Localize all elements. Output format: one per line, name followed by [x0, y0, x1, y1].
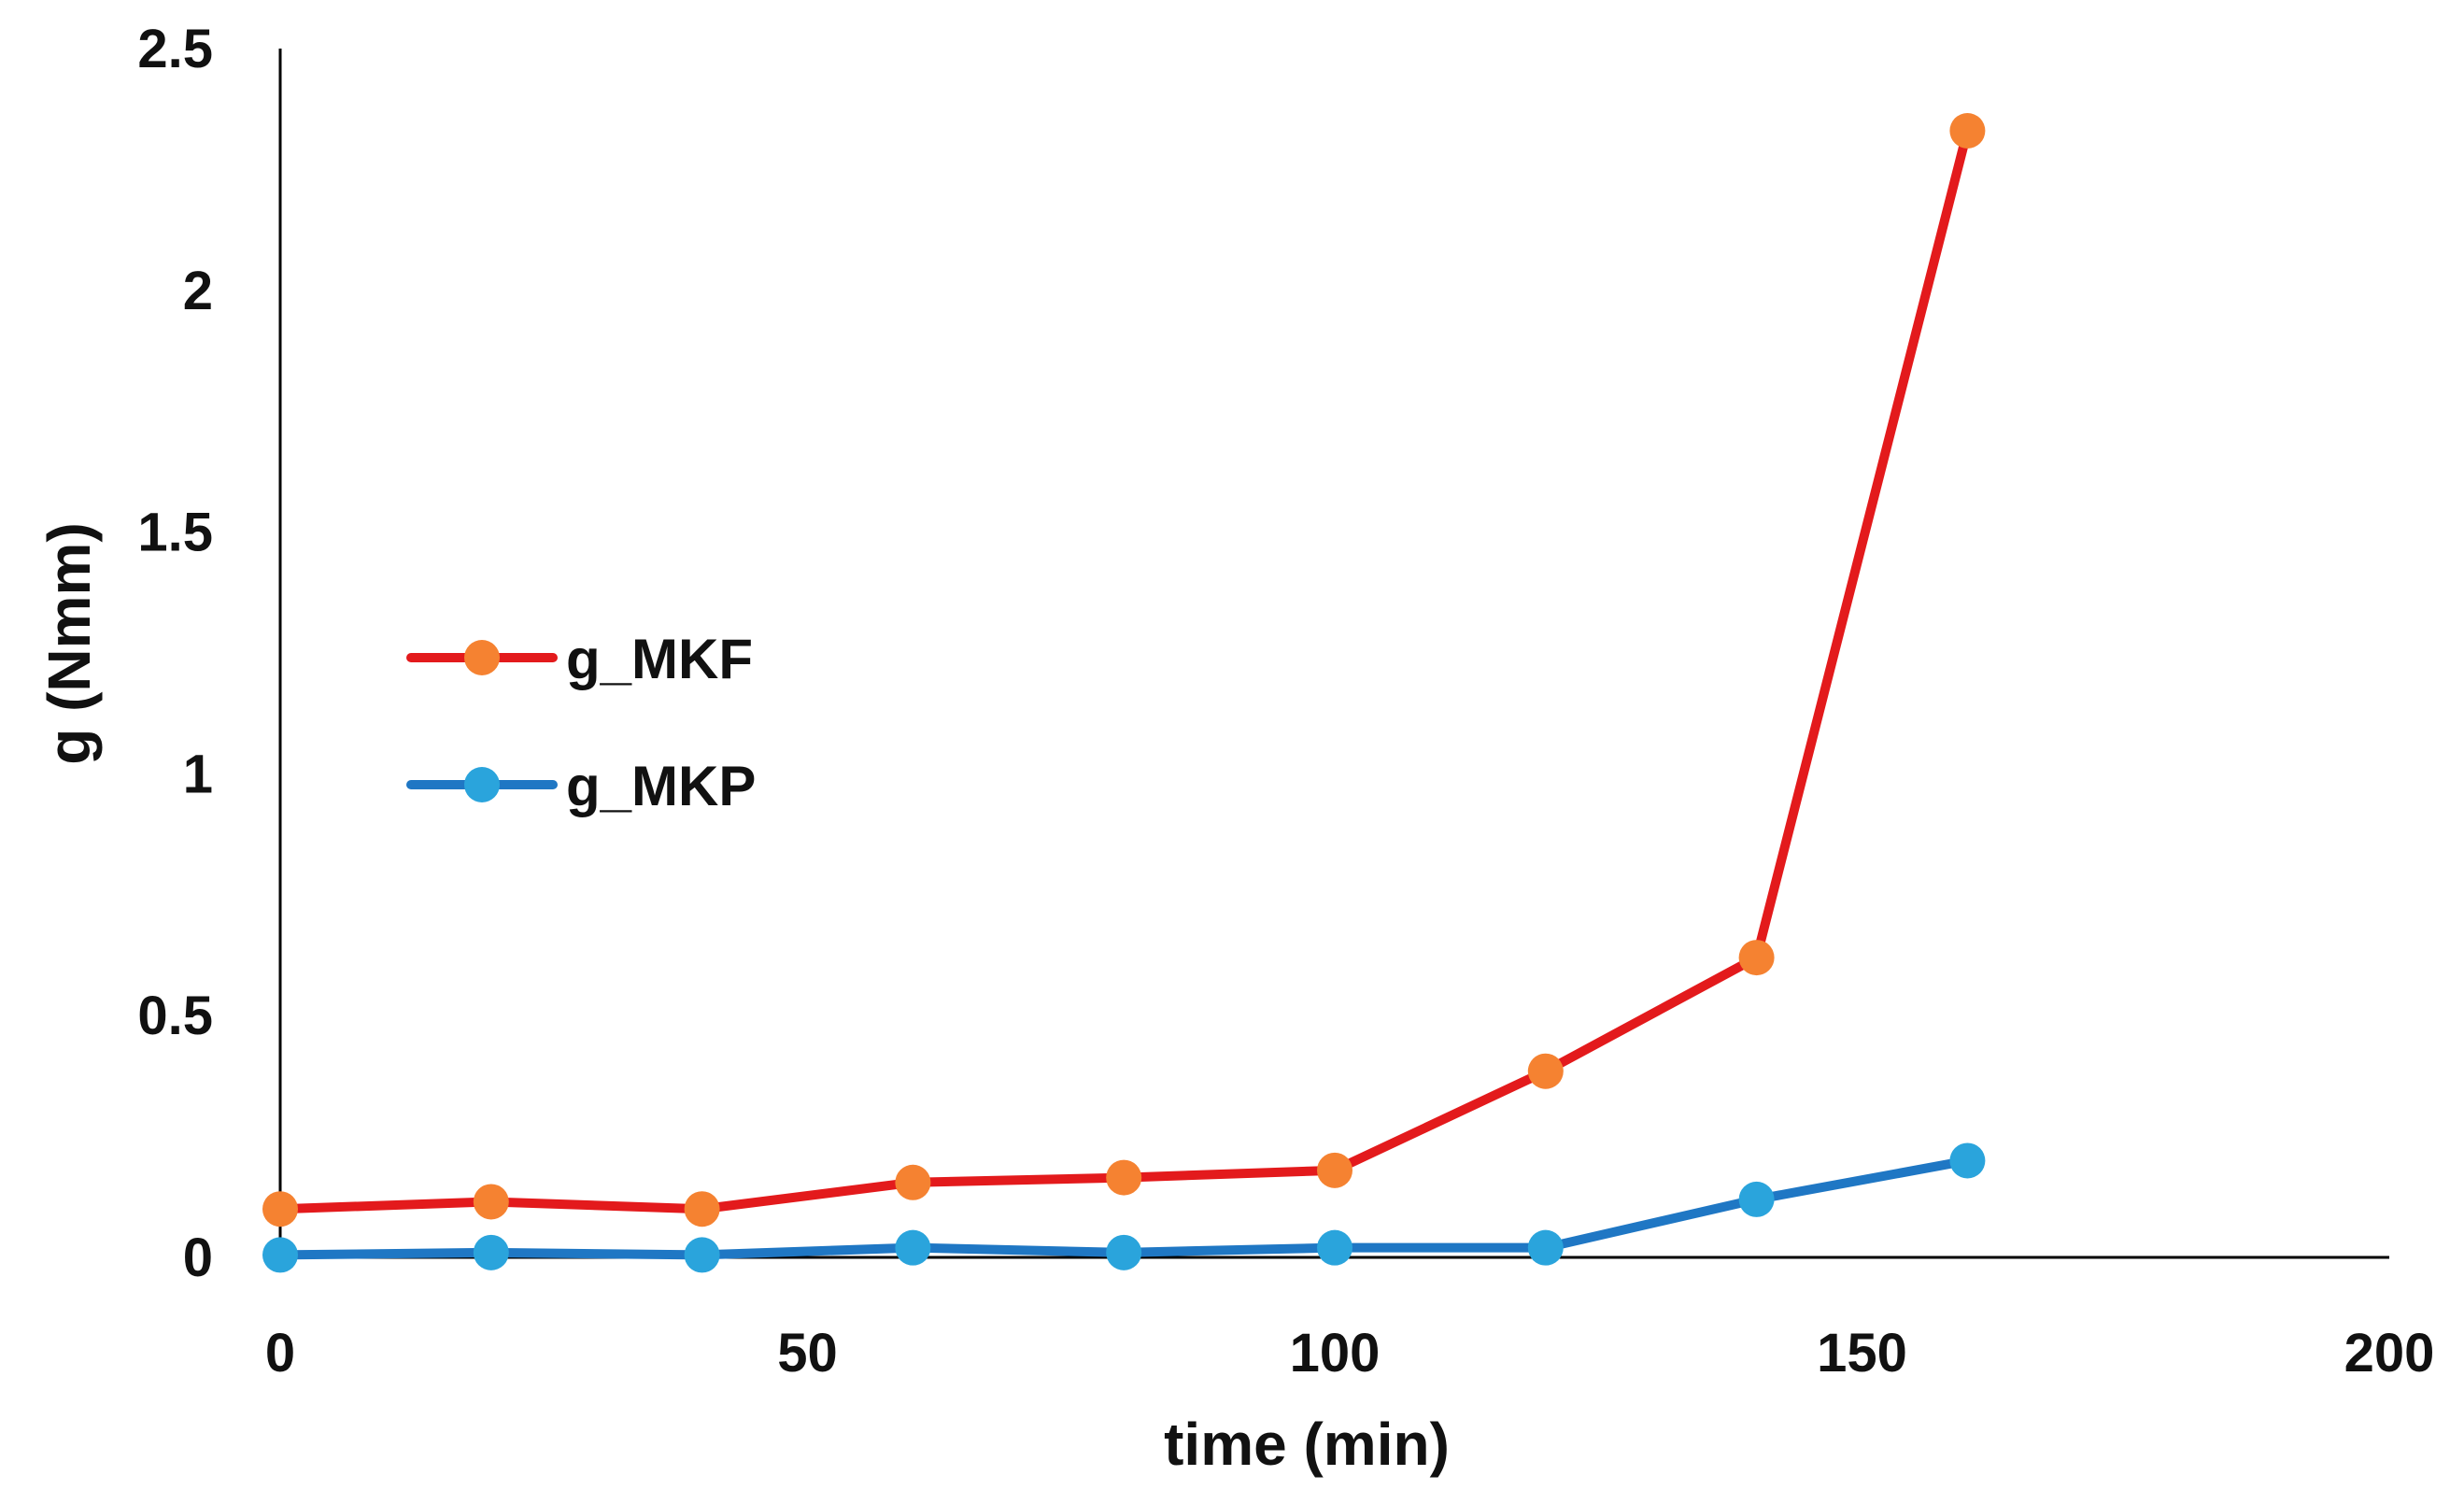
y-tick-label: 0: [183, 1227, 213, 1288]
legend-label: g_MKP: [566, 755, 756, 817]
legend-item: g_MKF: [406, 628, 753, 690]
legend-marker: [464, 640, 500, 675]
data-point: [1738, 940, 1775, 976]
y-tick-label: 1.5: [137, 503, 213, 563]
data-point: [895, 1229, 931, 1266]
legend-item: g_MKP: [406, 755, 756, 817]
y-axis-title: g (Nmm): [35, 522, 103, 765]
data-point: [1949, 112, 1986, 149]
data-point: [1527, 1053, 1564, 1089]
data-point: [895, 1164, 931, 1200]
data-point: [1106, 1159, 1142, 1196]
x-tick-label: 50: [777, 1323, 838, 1383]
data-point: [262, 1237, 298, 1273]
series-layer: [262, 112, 1986, 1273]
y-tick-label: 2.5: [137, 19, 213, 79]
series-g_MKP: [262, 1142, 1986, 1273]
legend-marker: [464, 767, 500, 802]
x-tick-label: 150: [1817, 1323, 1907, 1383]
x-tick-labels: 0 50 100 150 200: [265, 1323, 2435, 1383]
legend-label: g_MKF: [566, 628, 753, 690]
data-point: [1527, 1229, 1564, 1266]
series-line: [276, 125, 1973, 1214]
data-point: [473, 1184, 509, 1220]
data-point: [1317, 1152, 1352, 1188]
data-point: [262, 1191, 298, 1227]
data-point: [1949, 1142, 1986, 1179]
data-point: [473, 1234, 509, 1270]
data-point: [684, 1237, 720, 1273]
x-tick-label: 0: [265, 1323, 295, 1383]
x-tick-label: 100: [1290, 1323, 1381, 1383]
y-tick-labels: 0 0.5 1 1.5 2 2.5: [137, 19, 213, 1288]
legend: g_MKF g_MKP: [406, 628, 756, 817]
series-g_MKF: [262, 112, 1986, 1227]
data-point: [1317, 1229, 1352, 1266]
y-tick-label: 0.5: [137, 986, 213, 1046]
data-point: [1106, 1234, 1142, 1270]
data-point: [684, 1191, 720, 1227]
x-axis-title: time (min): [1164, 1411, 1450, 1478]
x-tick-label: 200: [2344, 1323, 2435, 1383]
y-tick-label: 2: [183, 261, 213, 321]
data-point: [1738, 1181, 1775, 1217]
y-tick-label: 1: [183, 744, 213, 804]
